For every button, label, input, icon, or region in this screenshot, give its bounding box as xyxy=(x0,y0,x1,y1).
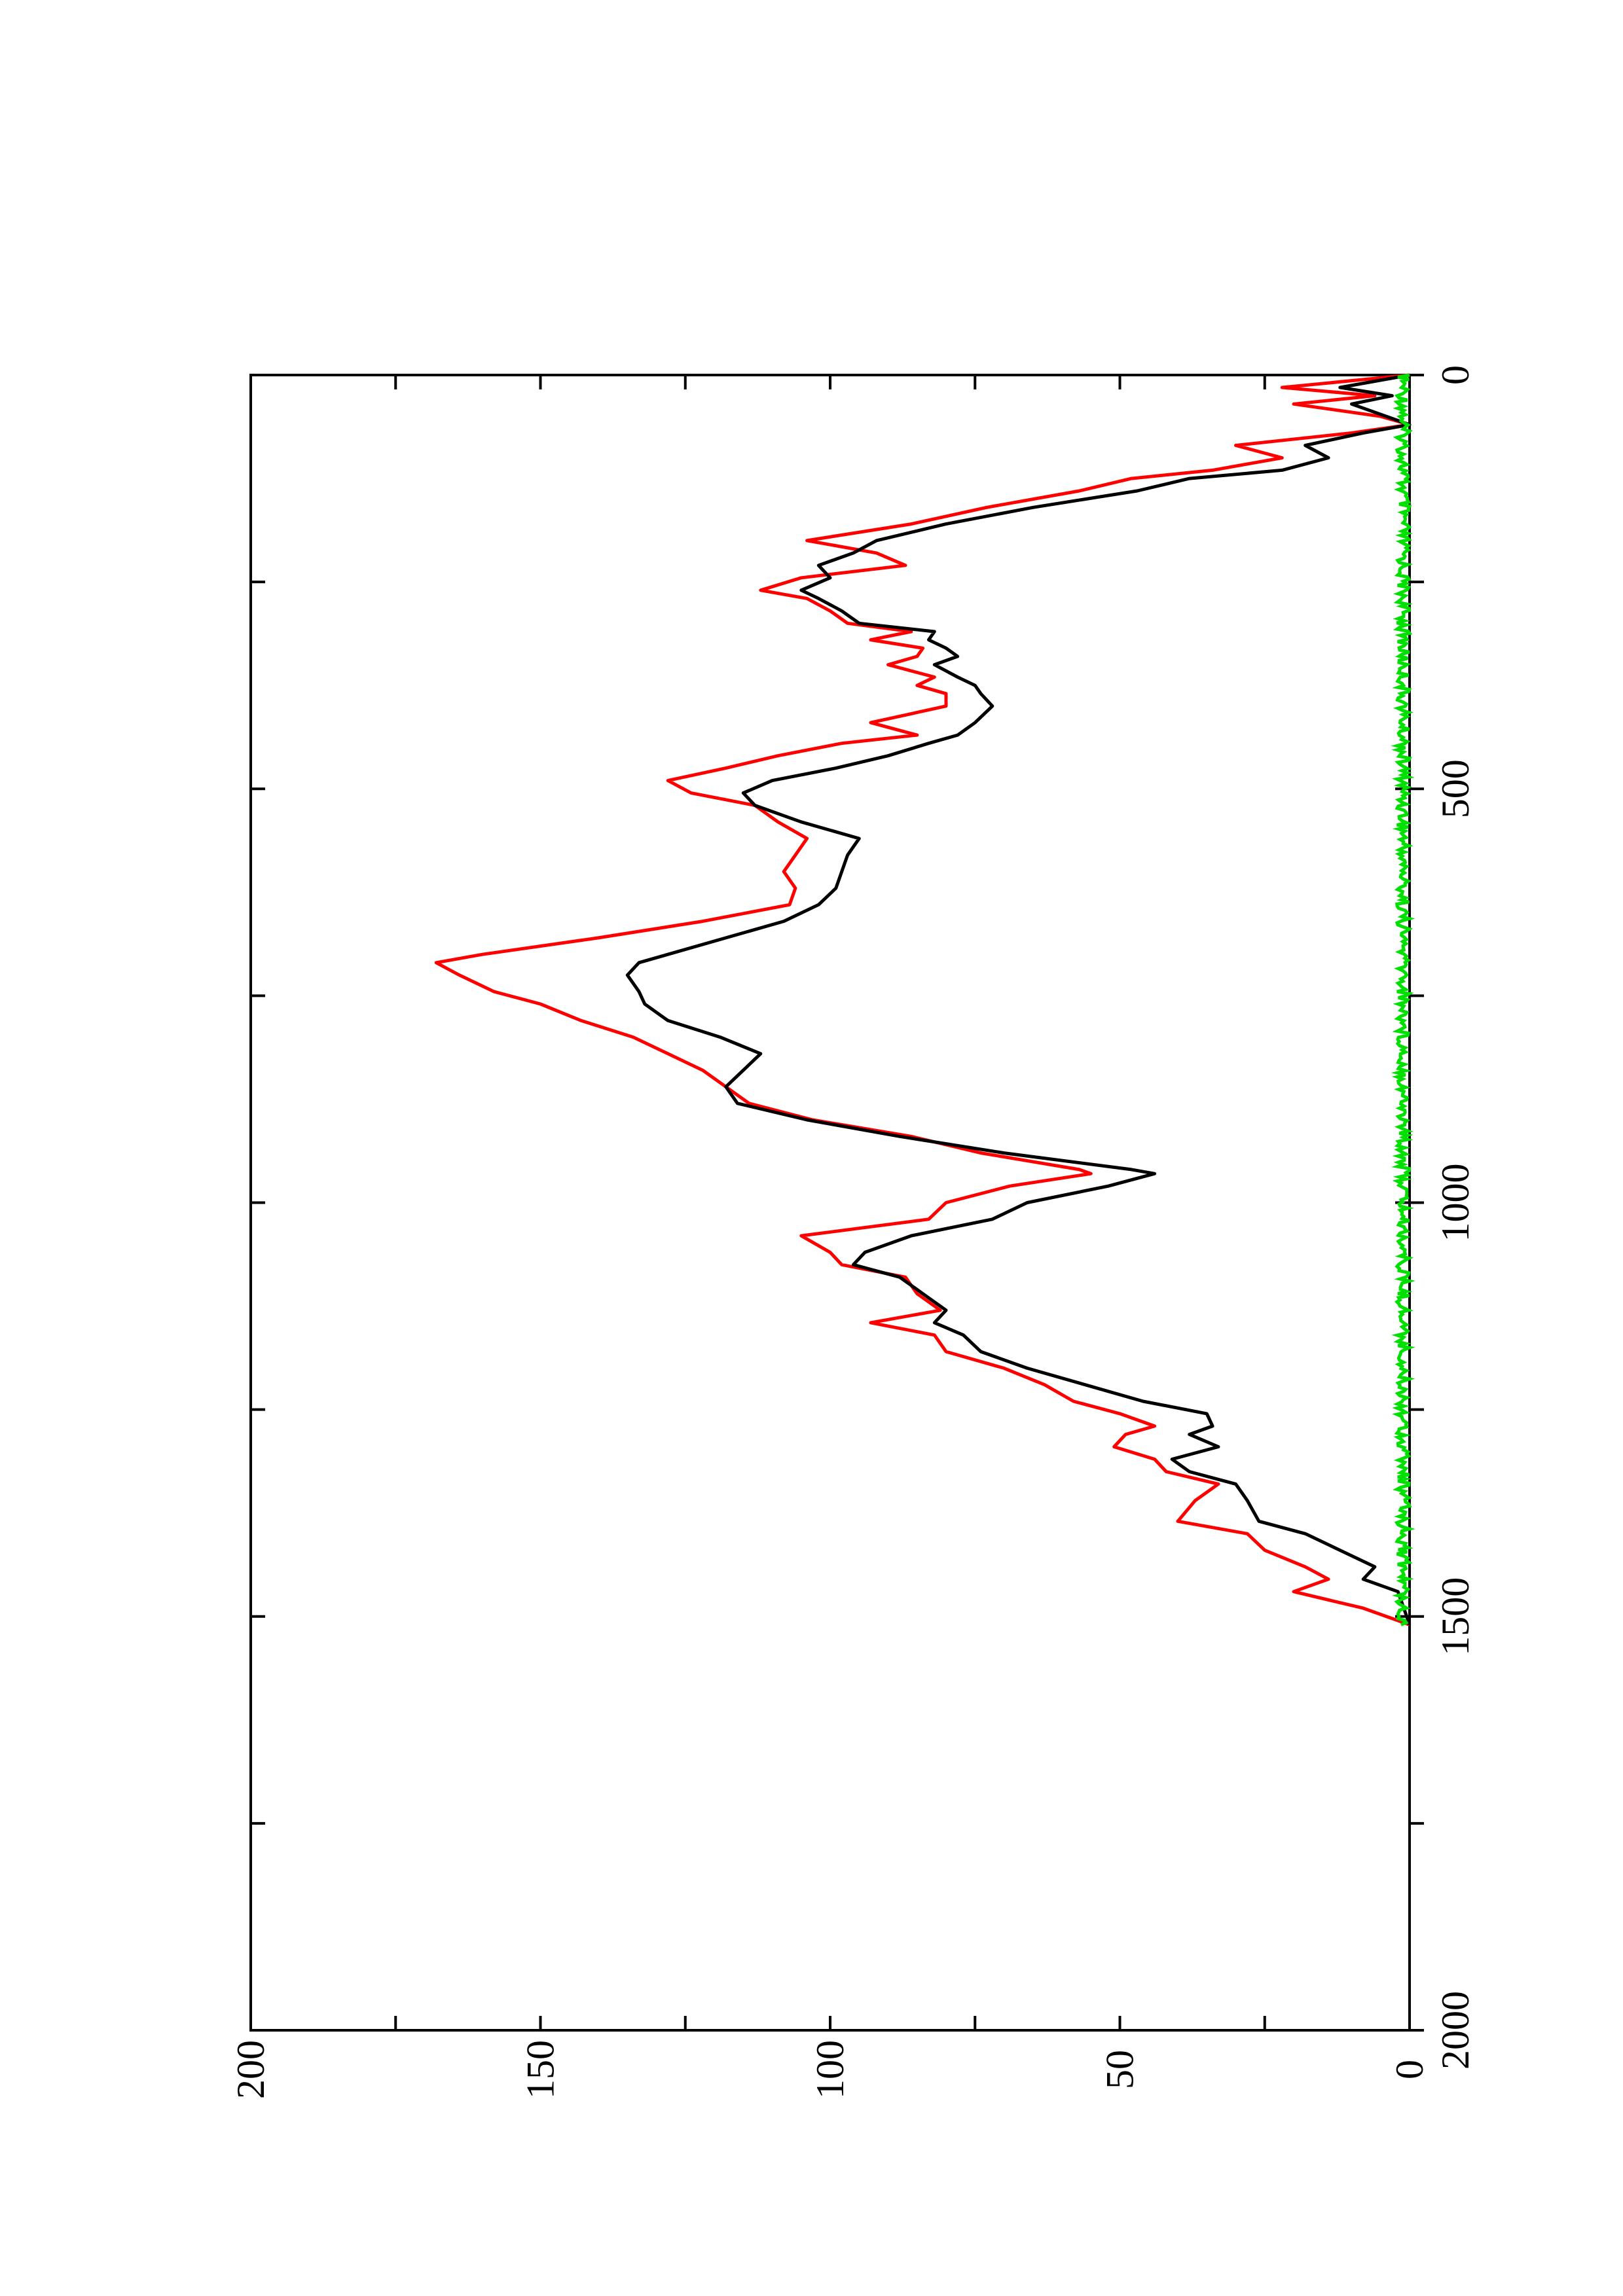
y-tick-label: 200 xyxy=(229,2040,272,2099)
x-tick-label: 1000 xyxy=(1434,1164,1477,1242)
series-line-red xyxy=(434,373,1412,1626)
y-tick-label: 0 xyxy=(1388,2060,1431,2079)
x-tick-label: 500 xyxy=(1434,759,1477,818)
y-tick-label: 50 xyxy=(1099,2050,1142,2089)
plot-frame xyxy=(249,374,1411,2032)
x-tick-label: 0 xyxy=(1434,365,1477,385)
x-tick-label: 1500 xyxy=(1434,1577,1477,1656)
series-line-black xyxy=(625,373,1412,1626)
series-line-green xyxy=(1391,373,1416,1626)
x-tick-label: 2000 xyxy=(1434,1991,1477,2070)
y-tick-label: 150 xyxy=(519,2040,562,2099)
y-tick-label: 100 xyxy=(809,2040,852,2099)
